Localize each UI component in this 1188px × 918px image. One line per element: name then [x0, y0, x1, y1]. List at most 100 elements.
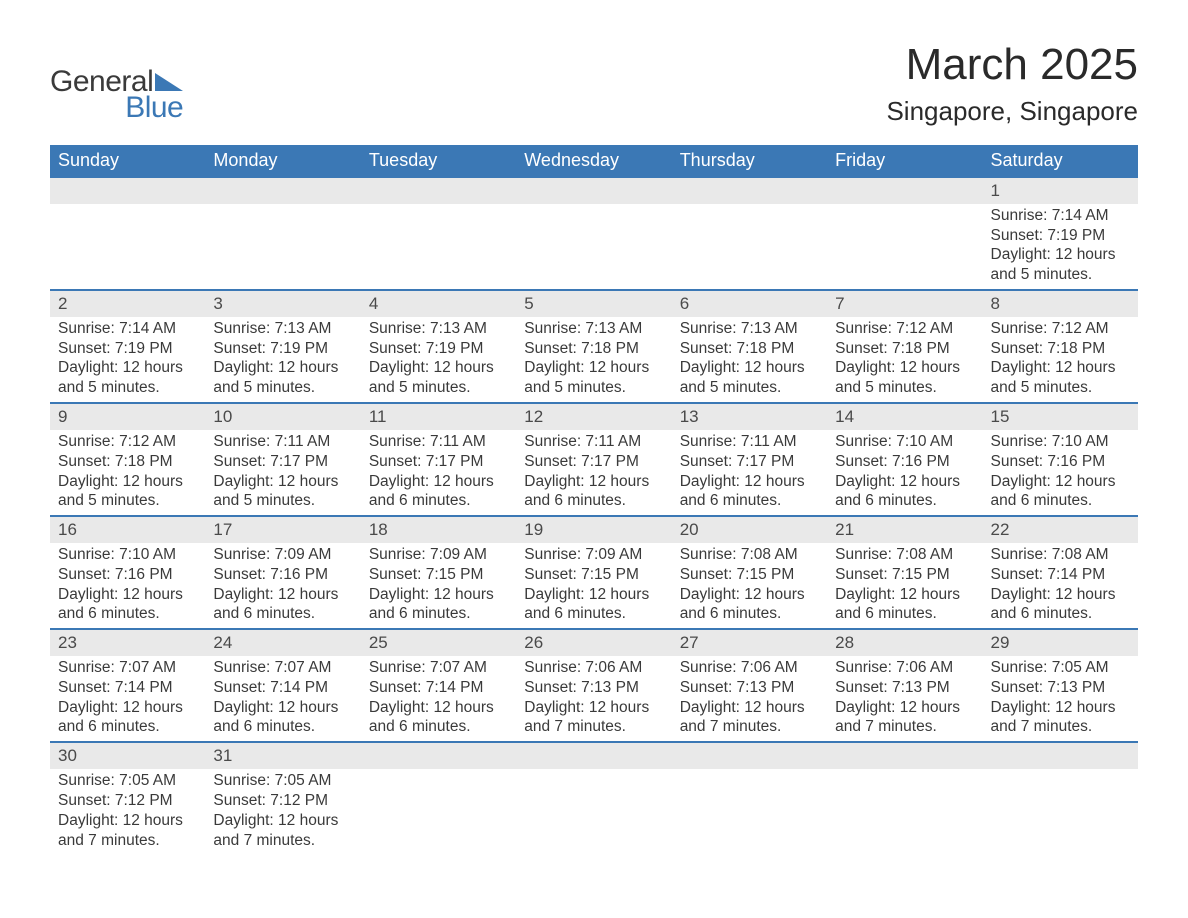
day-number-cell — [516, 177, 671, 204]
sunset-text: Sunset: 7:12 PM — [58, 791, 197, 811]
day-number-cell: 13 — [672, 403, 827, 430]
sunrise-text: Sunrise: 7:05 AM — [58, 771, 197, 791]
sunset-text: Sunset: 7:12 PM — [213, 791, 352, 811]
day-data-cell: Sunrise: 7:10 AMSunset: 7:16 PMDaylight:… — [983, 430, 1138, 516]
page-header: General Blue March 2025 Singapore, Singa… — [50, 40, 1138, 127]
daylight-text: Daylight: 12 hours and 6 minutes. — [369, 472, 508, 512]
sunrise-text: Sunrise: 7:12 AM — [58, 432, 197, 452]
day-number-cell: 20 — [672, 516, 827, 543]
day-data-cell: Sunrise: 7:14 AMSunset: 7:19 PMDaylight:… — [50, 317, 205, 403]
sunrise-text: Sunrise: 7:10 AM — [991, 432, 1130, 452]
brand-part2: Blue — [125, 91, 183, 125]
day-data-cell: Sunrise: 7:08 AMSunset: 7:14 PMDaylight:… — [983, 543, 1138, 629]
sunset-text: Sunset: 7:19 PM — [213, 339, 352, 359]
week-data-row: Sunrise: 7:07 AMSunset: 7:14 PMDaylight:… — [50, 656, 1138, 742]
day-data-cell: Sunrise: 7:09 AMSunset: 7:15 PMDaylight:… — [516, 543, 671, 629]
sunrise-text: Sunrise: 7:05 AM — [991, 658, 1130, 678]
day-data-cell: Sunrise: 7:13 AMSunset: 7:19 PMDaylight:… — [205, 317, 360, 403]
day-number-cell — [50, 177, 205, 204]
daylight-text: Daylight: 12 hours and 5 minutes. — [58, 472, 197, 512]
sunrise-text: Sunrise: 7:06 AM — [835, 658, 974, 678]
day-number-cell: 22 — [983, 516, 1138, 543]
day-data-cell — [50, 204, 205, 290]
daylight-text: Daylight: 12 hours and 5 minutes. — [835, 358, 974, 398]
day-number-cell: 12 — [516, 403, 671, 430]
day-data-cell: Sunrise: 7:06 AMSunset: 7:13 PMDaylight:… — [672, 656, 827, 742]
day-data-cell: Sunrise: 7:09 AMSunset: 7:15 PMDaylight:… — [361, 543, 516, 629]
daylight-text: Daylight: 12 hours and 6 minutes. — [680, 585, 819, 625]
sunset-text: Sunset: 7:17 PM — [680, 452, 819, 472]
sunrise-text: Sunrise: 7:08 AM — [835, 545, 974, 565]
day-data-cell: Sunrise: 7:07 AMSunset: 7:14 PMDaylight:… — [205, 656, 360, 742]
daylight-text: Daylight: 12 hours and 6 minutes. — [58, 698, 197, 738]
day-data-cell: Sunrise: 7:07 AMSunset: 7:14 PMDaylight:… — [361, 656, 516, 742]
calendar-body: 1Sunrise: 7:14 AMSunset: 7:19 PMDaylight… — [50, 177, 1138, 854]
week-daynum-row: 16171819202122 — [50, 516, 1138, 543]
sunset-text: Sunset: 7:17 PM — [213, 452, 352, 472]
week-daynum-row: 23242526272829 — [50, 629, 1138, 656]
sunset-text: Sunset: 7:17 PM — [524, 452, 663, 472]
sunset-text: Sunset: 7:14 PM — [991, 565, 1130, 585]
sunset-text: Sunset: 7:13 PM — [991, 678, 1130, 698]
sunrise-text: Sunrise: 7:09 AM — [524, 545, 663, 565]
sunset-text: Sunset: 7:16 PM — [835, 452, 974, 472]
day-number-cell: 15 — [983, 403, 1138, 430]
sunrise-text: Sunrise: 7:05 AM — [213, 771, 352, 791]
daylight-text: Daylight: 12 hours and 6 minutes. — [680, 472, 819, 512]
day-number-cell: 6 — [672, 290, 827, 317]
day-number-cell: 2 — [50, 290, 205, 317]
day-number-cell — [983, 742, 1138, 769]
daylight-text: Daylight: 12 hours and 6 minutes. — [213, 585, 352, 625]
day-data-cell — [516, 769, 671, 854]
daylight-text: Daylight: 12 hours and 5 minutes. — [369, 358, 508, 398]
daylight-text: Daylight: 12 hours and 5 minutes. — [524, 358, 663, 398]
daylight-text: Daylight: 12 hours and 6 minutes. — [835, 472, 974, 512]
day-data-cell: Sunrise: 7:12 AMSunset: 7:18 PMDaylight:… — [50, 430, 205, 516]
sunrise-text: Sunrise: 7:11 AM — [369, 432, 508, 452]
daylight-text: Daylight: 12 hours and 6 minutes. — [524, 585, 663, 625]
sunrise-text: Sunrise: 7:11 AM — [524, 432, 663, 452]
day-data-cell — [516, 204, 671, 290]
day-number-cell — [827, 742, 982, 769]
daylight-text: Daylight: 12 hours and 7 minutes. — [213, 811, 352, 851]
sunset-text: Sunset: 7:15 PM — [369, 565, 508, 585]
sunrise-text: Sunrise: 7:08 AM — [991, 545, 1130, 565]
sunrise-text: Sunrise: 7:08 AM — [680, 545, 819, 565]
sunrise-text: Sunrise: 7:10 AM — [835, 432, 974, 452]
day-data-cell: Sunrise: 7:11 AMSunset: 7:17 PMDaylight:… — [672, 430, 827, 516]
day-number-cell — [361, 177, 516, 204]
day-number-cell: 24 — [205, 629, 360, 656]
location-subtitle: Singapore, Singapore — [886, 96, 1138, 127]
day-number-cell: 5 — [516, 290, 671, 317]
week-data-row: Sunrise: 7:05 AMSunset: 7:12 PMDaylight:… — [50, 769, 1138, 854]
daylight-text: Daylight: 12 hours and 5 minutes. — [213, 472, 352, 512]
sunrise-text: Sunrise: 7:09 AM — [213, 545, 352, 565]
brand-logo: General Blue — [50, 40, 183, 125]
weekday-header: Monday — [205, 145, 360, 177]
day-data-cell: Sunrise: 7:10 AMSunset: 7:16 PMDaylight:… — [50, 543, 205, 629]
day-data-cell: Sunrise: 7:12 AMSunset: 7:18 PMDaylight:… — [827, 317, 982, 403]
daylight-text: Daylight: 12 hours and 5 minutes. — [680, 358, 819, 398]
day-number-cell: 25 — [361, 629, 516, 656]
week-data-row: Sunrise: 7:14 AMSunset: 7:19 PMDaylight:… — [50, 317, 1138, 403]
sunrise-text: Sunrise: 7:14 AM — [58, 319, 197, 339]
day-number-cell — [672, 177, 827, 204]
day-data-cell: Sunrise: 7:13 AMSunset: 7:19 PMDaylight:… — [361, 317, 516, 403]
sunset-text: Sunset: 7:18 PM — [991, 339, 1130, 359]
day-number-cell: 17 — [205, 516, 360, 543]
daylight-text: Daylight: 12 hours and 6 minutes. — [991, 472, 1130, 512]
day-data-cell — [205, 204, 360, 290]
day-data-cell: Sunrise: 7:14 AMSunset: 7:19 PMDaylight:… — [983, 204, 1138, 290]
daylight-text: Daylight: 12 hours and 7 minutes. — [680, 698, 819, 738]
day-number-cell — [672, 742, 827, 769]
sunset-text: Sunset: 7:19 PM — [369, 339, 508, 359]
day-data-cell: Sunrise: 7:05 AMSunset: 7:12 PMDaylight:… — [50, 769, 205, 854]
day-number-cell: 18 — [361, 516, 516, 543]
sunrise-text: Sunrise: 7:12 AM — [835, 319, 974, 339]
day-number-cell: 19 — [516, 516, 671, 543]
day-number-cell: 21 — [827, 516, 982, 543]
week-daynum-row: 3031 — [50, 742, 1138, 769]
day-number-cell — [516, 742, 671, 769]
sunrise-text: Sunrise: 7:13 AM — [680, 319, 819, 339]
daylight-text: Daylight: 12 hours and 6 minutes. — [835, 585, 974, 625]
